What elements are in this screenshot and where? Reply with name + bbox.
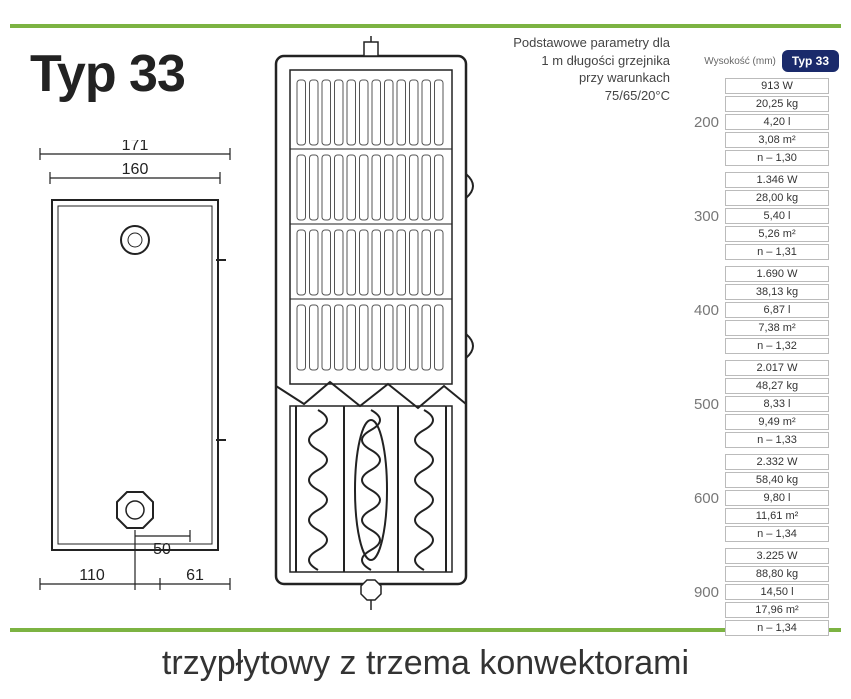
spec-cell: n – 1,30 xyxy=(725,150,829,166)
spec-table: Wysokość (mm) Typ 33 200 913 W 20,25 kg 4,2… xyxy=(679,50,839,642)
spec-cell: 3,08 m² xyxy=(725,132,829,148)
radiator-drawing xyxy=(256,34,486,614)
dim-outer-width: 171 xyxy=(122,140,149,154)
spec-cell: 11,61 m² xyxy=(725,508,829,524)
spec-cells: 2.332 W 58,40 kg 9,80 l 11,61 m² n – 1,34 xyxy=(725,454,829,542)
spec-cells: 2.017 W 48,27 kg 8,33 l 9,49 m² n – 1,33 xyxy=(725,360,829,448)
spec-cells: 913 W 20,25 kg 4,20 l 3,08 m² n – 1,30 xyxy=(725,78,829,166)
spec-cell: n – 1,32 xyxy=(725,338,829,354)
spec-cell: 17,96 m² xyxy=(725,602,829,618)
spec-chip: Typ 33 xyxy=(782,50,839,72)
spec-group: 600 2.332 W 58,40 kg 9,80 l 11,61 m² n – 1,34 xyxy=(679,454,839,542)
spec-cell: n – 1,34 xyxy=(725,620,829,636)
dim-inner-width: 160 xyxy=(122,161,149,178)
spec-cell: 1.346 W xyxy=(725,172,829,188)
dimension-drawing: 171 160 50 110 61 xyxy=(30,140,250,610)
spec-group: 300 1.346 W 28,00 kg 5,40 l 5,26 m² n – 1,31 xyxy=(679,172,839,260)
dim-61: 61 xyxy=(186,567,204,584)
spec-cell: 1.690 W xyxy=(725,266,829,282)
spec-cell: 5,26 m² xyxy=(725,226,829,242)
dim-110: 110 xyxy=(79,567,105,584)
spec-cells: 1.690 W 38,13 kg 6,87 l 7,38 m² n – 1,32 xyxy=(725,266,829,354)
spec-cell: 28,00 kg xyxy=(725,190,829,206)
spec-cell: 2.332 W xyxy=(725,454,829,470)
dim-50: 50 xyxy=(153,541,171,558)
spec-height-label: 400 xyxy=(679,302,719,319)
spec-cell: 2.017 W xyxy=(725,360,829,376)
spec-group: 200 913 W 20,25 kg 4,20 l 3,08 m² n – 1,30 xyxy=(679,78,839,166)
spec-cell: 7,38 m² xyxy=(725,320,829,336)
spec-group: 900 3.225 W 88,80 kg 14,50 l 17,96 m² n – 1,3… xyxy=(679,548,839,636)
spec-height-label: 200 xyxy=(679,114,719,131)
spec-cell: 88,80 kg xyxy=(725,566,829,582)
intro-line: przy warunkach xyxy=(490,69,670,87)
subtitle: trzypłytowy z trzema konwektorami xyxy=(162,644,689,683)
page-title: Typ 33 xyxy=(24,44,191,104)
intro-line: Podstawowe parametry dla xyxy=(490,34,670,52)
intro-line: 75/65/20°C xyxy=(490,87,670,105)
spec-cell: 58,40 kg xyxy=(725,472,829,488)
spec-cells: 1.346 W 28,00 kg 5,40 l 5,26 m² n – 1,31 xyxy=(725,172,829,260)
spec-cell: 20,25 kg xyxy=(725,96,829,112)
spec-height-label: 900 xyxy=(679,584,719,601)
spec-cell: n – 1,33 xyxy=(725,432,829,448)
spec-group: 400 1.690 W 38,13 kg 6,87 l 7,38 m² n – 1,32 xyxy=(679,266,839,354)
intro-text: Podstawowe parametry dla 1 m długości gr… xyxy=(490,34,670,104)
spec-cell: 3.225 W xyxy=(725,548,829,564)
spec-header-label: Wysokość (mm) xyxy=(679,56,776,67)
spec-cell: 8,33 l xyxy=(725,396,829,412)
spec-cell: n – 1,31 xyxy=(725,244,829,260)
spec-cells: 3.225 W 88,80 kg 14,50 l 17,96 m² n – 1,34 xyxy=(725,548,829,636)
spec-cell: 6,87 l xyxy=(725,302,829,318)
spec-cell: 48,27 kg xyxy=(725,378,829,394)
spec-cell: 9,80 l xyxy=(725,490,829,506)
spec-header: Wysokość (mm) Typ 33 xyxy=(679,50,839,72)
spec-cell: 14,50 l xyxy=(725,584,829,600)
spec-cell: 9,49 m² xyxy=(725,414,829,430)
spec-cell: 4,20 l xyxy=(725,114,829,130)
spec-group: 500 2.017 W 48,27 kg 8,33 l 9,49 m² n – 1,33 xyxy=(679,360,839,448)
spec-cell: n – 1,34 xyxy=(725,526,829,542)
accent-bar-top xyxy=(10,24,841,28)
intro-line: 1 m długości grzejnika xyxy=(490,52,670,70)
spec-cell: 5,40 l xyxy=(725,208,829,224)
spec-height-label: 500 xyxy=(679,396,719,413)
spec-height-label: 300 xyxy=(679,208,719,225)
spec-height-label: 600 xyxy=(679,490,719,507)
spec-cell: 913 W xyxy=(725,78,829,94)
spec-cell: 38,13 kg xyxy=(725,284,829,300)
